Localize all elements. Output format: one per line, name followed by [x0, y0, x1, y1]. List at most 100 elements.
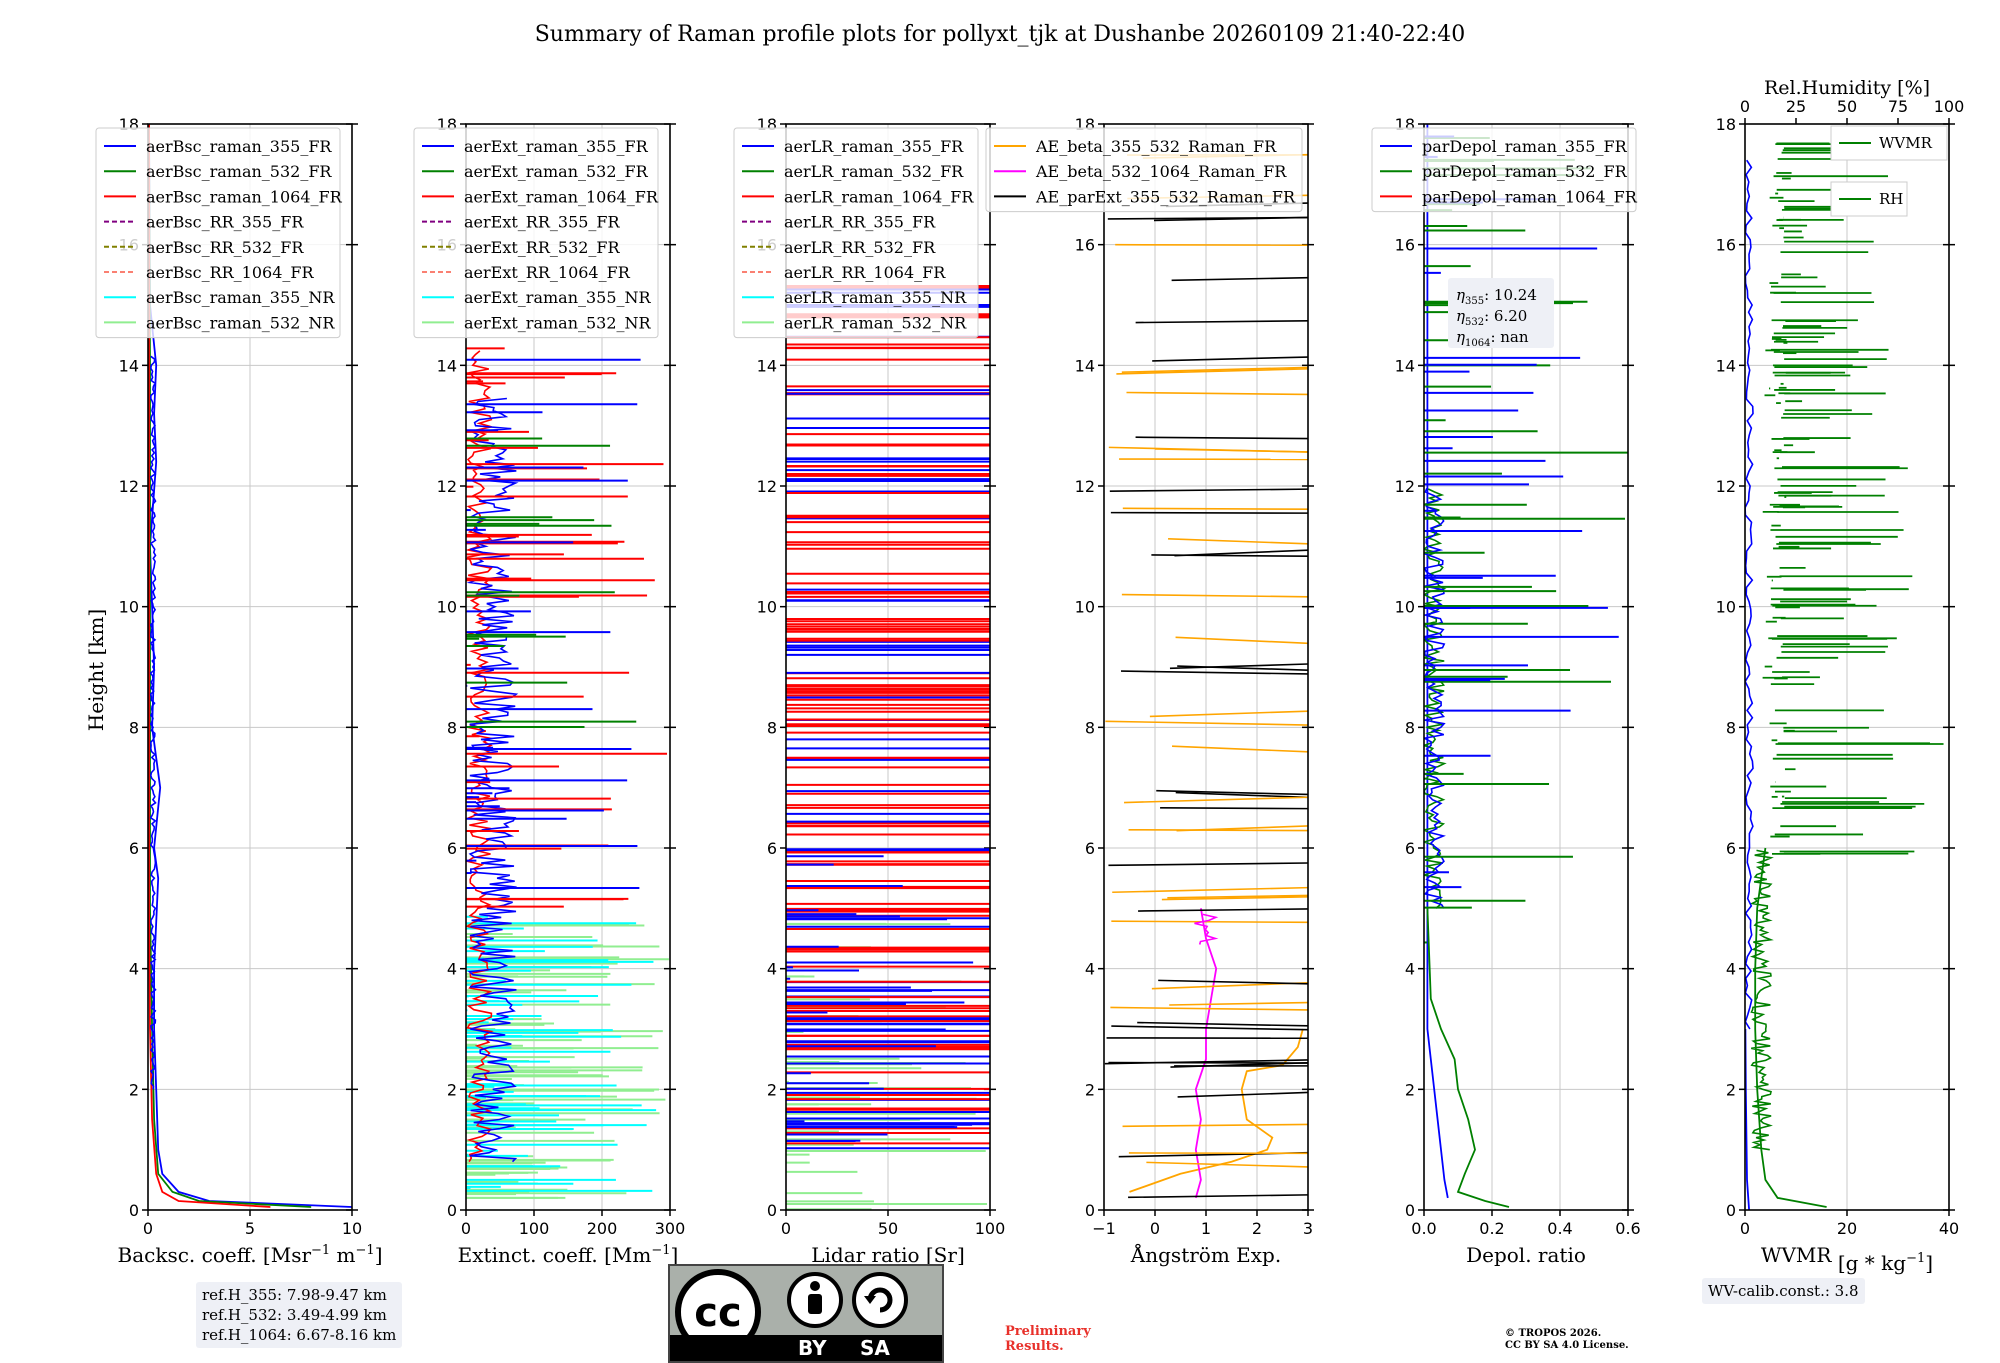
series-parDepol_raman_532_FR: [1427, 908, 1509, 1207]
legend-label-parDepol_raman_355_FR: parDepol_raman_355_FR: [1422, 137, 1628, 156]
y-tick-label: 10: [1716, 598, 1736, 617]
y-tick-label: 4: [447, 960, 457, 979]
x-axis-label: Backsc. coeff. [Msr−1 m−1]: [118, 1243, 383, 1267]
series-RH: [1745, 1029, 1749, 1210]
sa-share-icon: [854, 1274, 906, 1326]
legend-label-aerExt_raman_532_FR: aerExt_raman_532_FR: [464, 162, 649, 181]
y-tick-label: 14: [119, 356, 139, 375]
sa-label: SA: [860, 1336, 890, 1360]
ae-line: [1108, 1063, 1308, 1064]
legend-label-aerExt_RR_532_FR: aerExt_RR_532_FR: [464, 238, 621, 257]
x-tick-label: 0.6: [1615, 1219, 1640, 1238]
ae-line: [1115, 245, 1308, 246]
ae-line: [1136, 437, 1308, 438]
y-tick-label: 10: [1075, 598, 1095, 617]
x-tick-label: 10: [342, 1219, 362, 1238]
wv-calibration-box: WV-calib.const.: 3.8: [1702, 1278, 1865, 1304]
y-tick-label: 12: [1395, 477, 1415, 496]
legend-label-aerExt_raman_355_FR: aerExt_raman_355_FR: [464, 137, 649, 156]
legend-label-RH: RH: [1879, 190, 1903, 208]
y-tick-label: 12: [1075, 477, 1095, 496]
series-AE_beta_355_532_Raman_FR: [1130, 1029, 1303, 1192]
y-tick-label: 8: [1405, 718, 1415, 737]
y-tick-label: 0: [1405, 1201, 1415, 1220]
x-tick-label: 2: [1252, 1219, 1262, 1238]
ae-line: [1124, 797, 1308, 802]
x-tick-label: 100: [975, 1219, 1006, 1238]
wv-calibration-text: WV-calib.const.: 3.8: [1708, 1282, 1859, 1300]
y-tick-label: 2: [129, 1080, 139, 1099]
legend-label-aerBsc_raman_532_FR: aerBsc_raman_532_FR: [146, 162, 332, 181]
y-tick-label: 8: [129, 718, 139, 737]
y-tick-label: 4: [1085, 960, 1095, 979]
ae-magenta-noise: [1195, 914, 1216, 944]
y-tick-label: 2: [767, 1080, 777, 1099]
preliminary-note: Preliminary Results.: [1005, 1324, 1091, 1354]
ae-line: [1172, 746, 1308, 752]
y-tick-label: 8: [1085, 718, 1095, 737]
preliminary-line-1: Preliminary: [1005, 1324, 1091, 1339]
y-tick-label: 12: [1716, 477, 1736, 496]
x-tick-label: 3: [1303, 1219, 1313, 1238]
top-tick-label: 75: [1888, 97, 1908, 116]
y-tick-label: 16: [1716, 236, 1736, 255]
legend-label-parDepol_raman_1064_FR: parDepol_raman_1064_FR: [1422, 187, 1638, 206]
y-tick-label: 10: [1395, 598, 1415, 617]
x-tick-label: 5: [245, 1219, 255, 1238]
legend-label-AE_beta_355_532_Raman_FR: AE_beta_355_532_Raman_FR: [1035, 137, 1277, 156]
top-tick-label: 25: [1786, 97, 1806, 116]
y-tick-label: 8: [767, 718, 777, 737]
legend-label-WVMR: WVMR: [1879, 134, 1933, 152]
ae-line: [1121, 671, 1308, 674]
cc-license-badge: cc BY SA: [668, 1264, 944, 1363]
x-tick-label: 20: [1837, 1219, 1857, 1238]
y-tick-label: 2: [1726, 1080, 1736, 1099]
panel-extinction: 0100200300024681012141618Extinct. coeff.…: [414, 115, 685, 1267]
legend-label-aerExt_raman_1064_FR: aerExt_raman_1064_FR: [464, 187, 659, 206]
x-tick-label: 0: [143, 1219, 153, 1238]
y-tick-label: 16: [1395, 236, 1415, 255]
ae-line: [1150, 711, 1308, 716]
ae-line: [1137, 1023, 1308, 1026]
ref-height-355: ref.H_355: 7.98-9.47 km: [202, 1285, 396, 1305]
x-tick-label: 1: [1201, 1219, 1211, 1238]
y-tick-label: 10: [437, 598, 457, 617]
legend-label-aerLR_raman_1064_FR: aerLR_raman_1064_FR: [784, 187, 974, 206]
x-tick-label: 40: [1939, 1219, 1959, 1238]
y-tick-label: 6: [129, 839, 139, 858]
reference-height-box: ref.H_355: 7.98-9.47 km ref.H_532: 3.49-…: [196, 1282, 402, 1348]
y-tick-label: 14: [1716, 356, 1736, 375]
legend-label-aerLR_RR_1064_FR: aerLR_RR_1064_FR: [784, 263, 946, 282]
y-tick-label: 12: [757, 477, 777, 496]
x-tick-label: 0: [1740, 1219, 1750, 1238]
y-tick-label: 0: [129, 1201, 139, 1220]
legend-label-aerBsc_raman_355_FR: aerBsc_raman_355_FR: [146, 137, 332, 156]
y-tick-label: 2: [447, 1080, 457, 1099]
y-tick-label: 8: [447, 718, 457, 737]
preliminary-line-2: Results.: [1005, 1339, 1091, 1354]
ref-height-1064: ref.H_1064: 6.67-8.16 km: [202, 1325, 396, 1345]
legend-label-aerBsc_RR_532_FR: aerBsc_RR_532_FR: [146, 238, 304, 257]
ae-line: [1169, 1003, 1308, 1005]
y-tick-label: 2: [1405, 1080, 1415, 1099]
y-tick-label: 6: [447, 839, 457, 858]
y-tick-label: 18: [1716, 115, 1736, 134]
tropos-line-1: © TROPOS 2026.: [1505, 1328, 1629, 1340]
legend-label-aerExt_raman_355_NR: aerExt_raman_355_NR: [464, 288, 652, 307]
y-axis-label: Height [km]: [84, 609, 108, 731]
y-tick-label: 0: [447, 1201, 457, 1220]
y-tick-label: 10: [119, 598, 139, 617]
x-axis-label: WVMR [g * kg−1]: [1761, 1243, 1933, 1275]
wvmr-noise: [1751, 850, 1771, 1149]
x-tick-label: 0: [781, 1219, 791, 1238]
y-tick-label: 14: [437, 356, 457, 375]
y-tick-label: 0: [767, 1201, 777, 1220]
legend-label-aerExt_RR_355_FR: aerExt_RR_355_FR: [464, 213, 621, 232]
ae-line: [1168, 539, 1308, 544]
legend-label-aerLR_raman_355_FR: aerLR_raman_355_FR: [784, 137, 964, 156]
top-axis-label: Rel.Humidity [%]: [1764, 77, 1930, 99]
legend-label-aerExt_RR_1064_FR: aerExt_RR_1064_FR: [464, 263, 631, 282]
